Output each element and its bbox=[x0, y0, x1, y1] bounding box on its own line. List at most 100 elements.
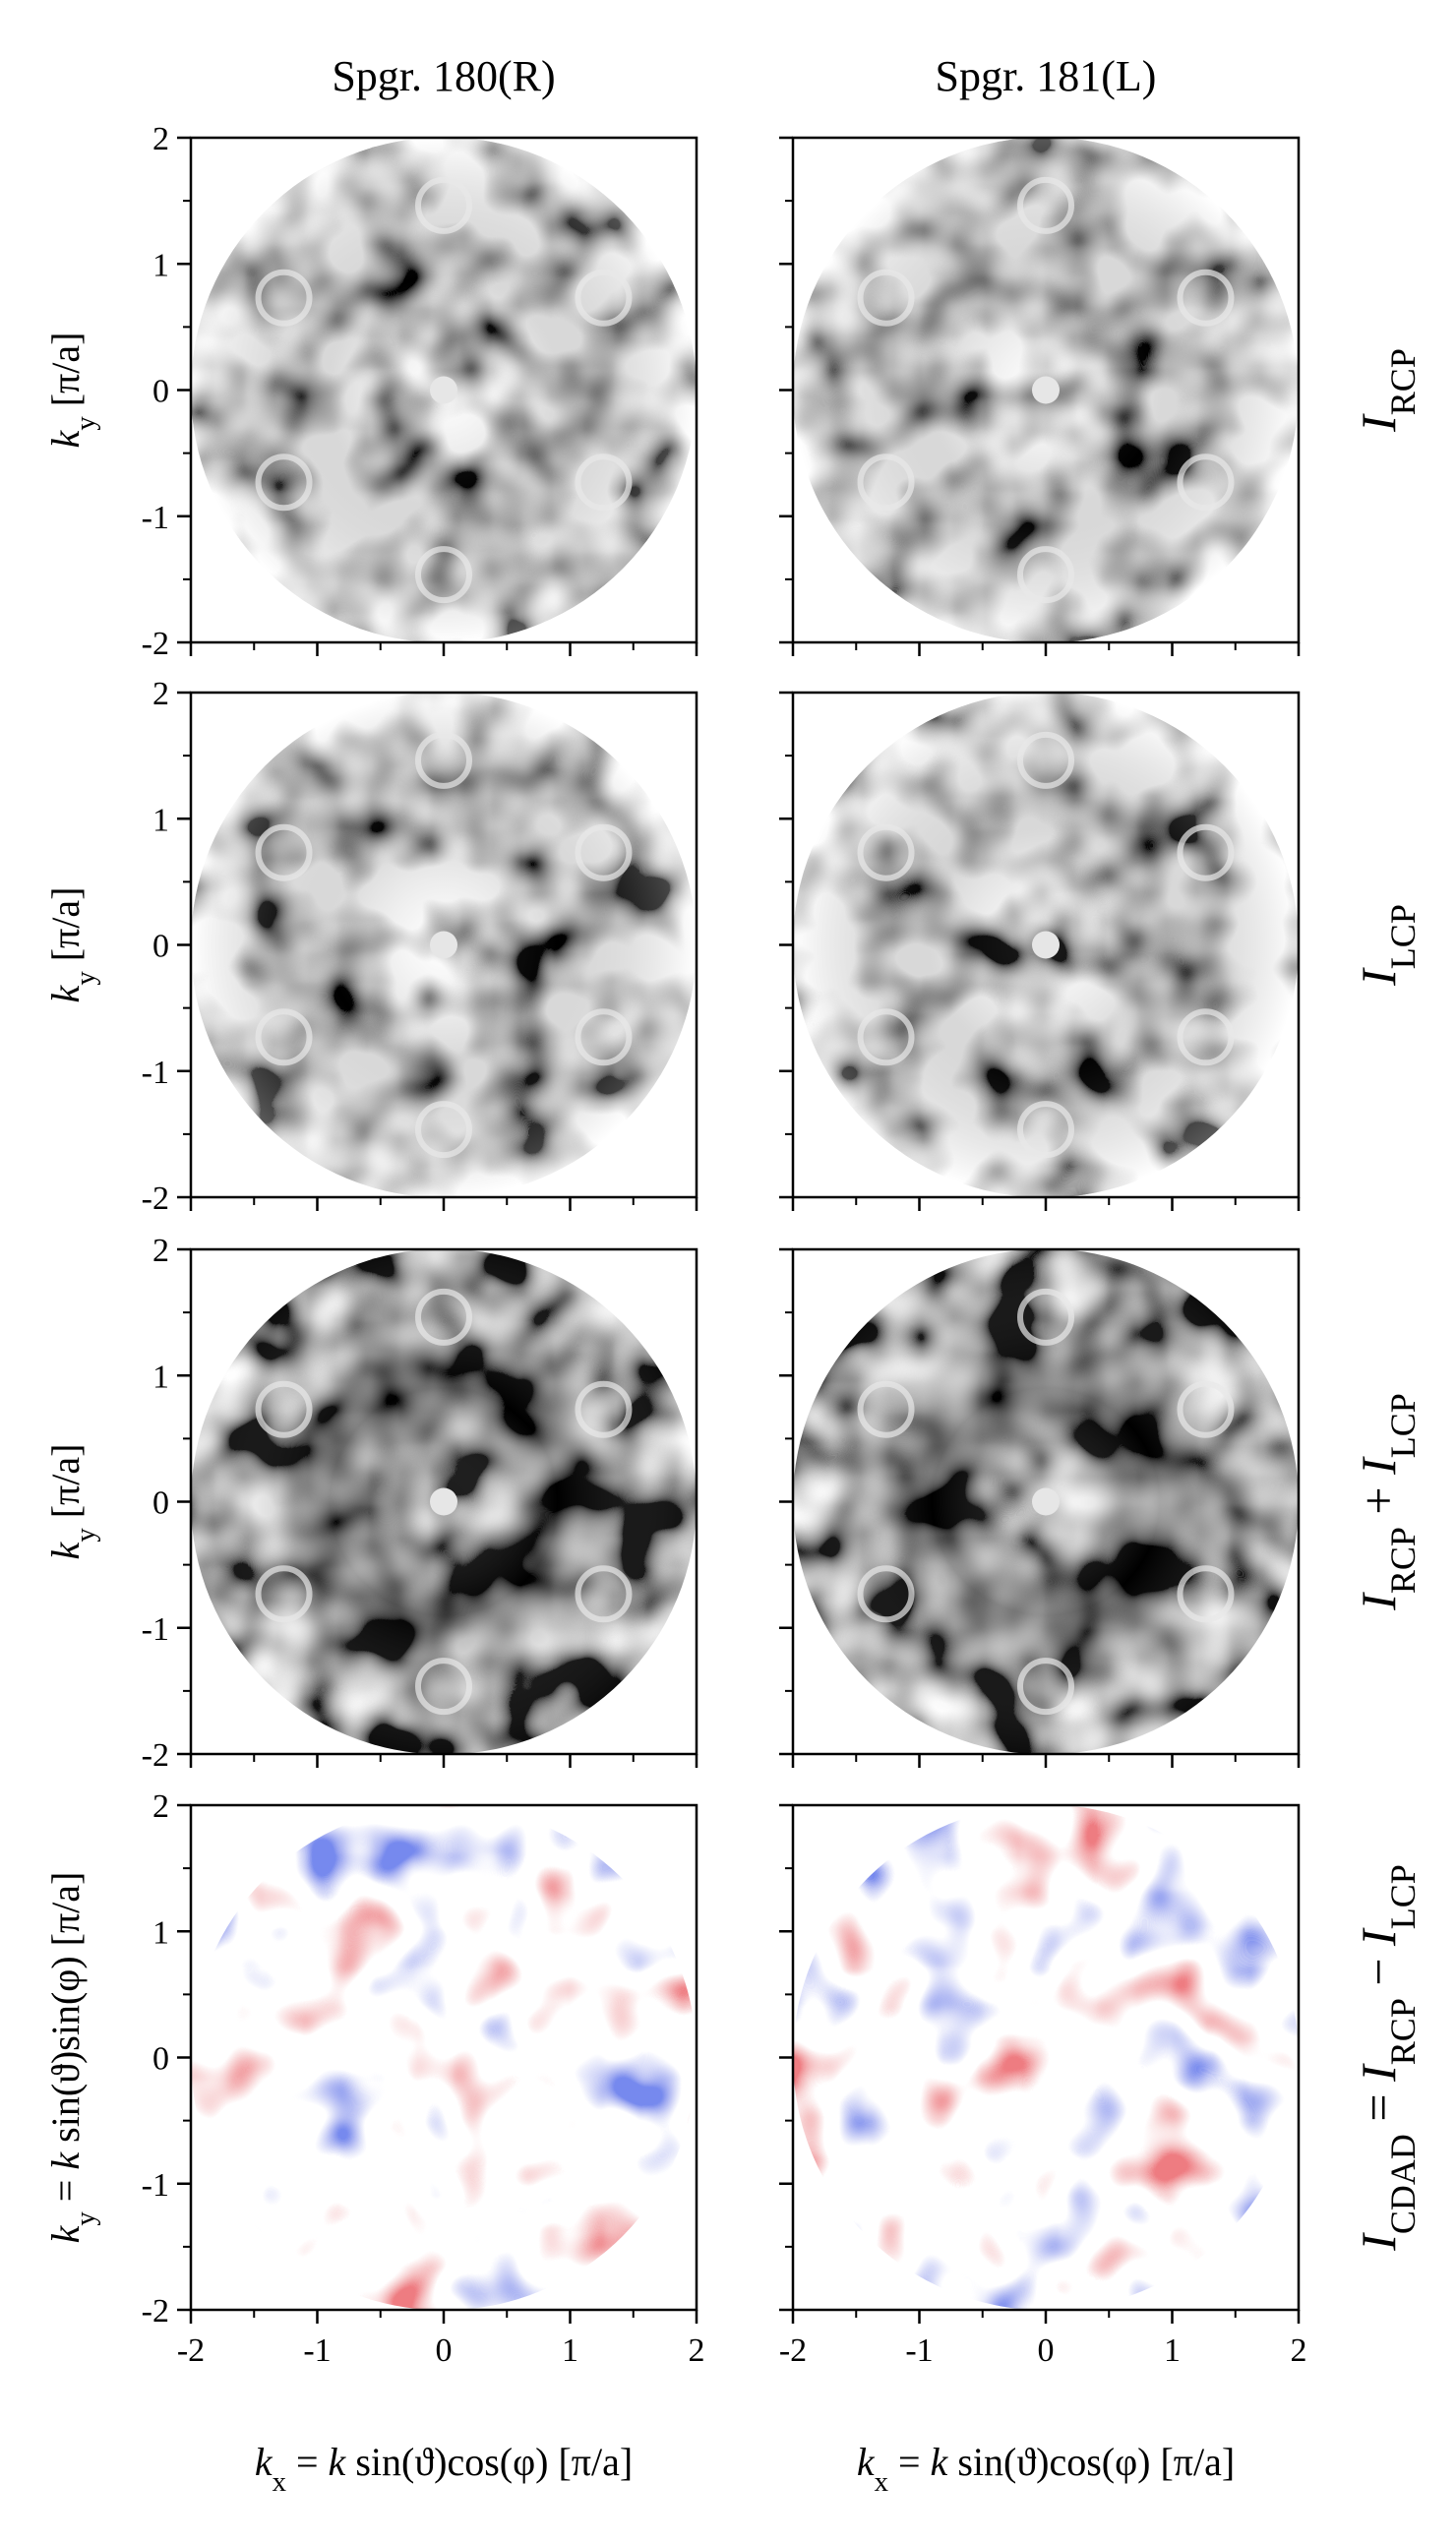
x-tick-label: 2 bbox=[689, 2332, 705, 2369]
ring-spot bbox=[255, 269, 313, 327]
x-tick-label: -2 bbox=[177, 2332, 205, 2369]
ring-spot bbox=[415, 1101, 472, 1159]
ring-spot bbox=[415, 1658, 472, 1716]
label-part: LCP bbox=[1383, 904, 1423, 969]
x-tick-label: 0 bbox=[436, 2332, 453, 2369]
label-part: RCP bbox=[1383, 1527, 1423, 1594]
row-label: IRCP bbox=[1351, 348, 1423, 433]
y-tick-label: 0 bbox=[152, 374, 169, 410]
heatmap-image bbox=[191, 692, 697, 1198]
y-tick-label: -2 bbox=[142, 626, 169, 662]
label-part: y bbox=[70, 1528, 101, 1543]
label-part: k bbox=[43, 2151, 88, 2170]
ring-spot bbox=[1017, 1101, 1074, 1159]
label-part: = bbox=[43, 2170, 88, 2212]
label-part: k bbox=[931, 2440, 949, 2484]
ring-spot bbox=[415, 176, 472, 234]
ring-spot bbox=[415, 731, 472, 789]
ring-spot bbox=[575, 1008, 633, 1066]
label-part: y bbox=[70, 971, 101, 986]
ring-spot bbox=[1017, 176, 1074, 234]
center-spot bbox=[1032, 1487, 1060, 1516]
ring-spot bbox=[1017, 1658, 1074, 1716]
label-part: I bbox=[1351, 2063, 1406, 2083]
y-tick-label: 1 bbox=[152, 1914, 169, 1951]
label-part: + bbox=[1351, 1475, 1406, 1527]
center-spot bbox=[1032, 931, 1060, 959]
y-axis-label: ky [π/a] bbox=[43, 887, 101, 1003]
label-part: k bbox=[43, 429, 88, 448]
ring-spot bbox=[1017, 546, 1074, 604]
label-part: = bbox=[1351, 2082, 1406, 2134]
center-spot bbox=[430, 931, 457, 959]
x-tick-label: 1 bbox=[1164, 2332, 1181, 2369]
y-tick-label: 0 bbox=[152, 1485, 169, 1522]
y-tick-label: 2 bbox=[152, 121, 169, 157]
y-axis-label: ky [π/a] bbox=[43, 1444, 101, 1560]
label-part: RCP bbox=[1383, 1998, 1423, 2065]
heatmap-image bbox=[191, 137, 697, 643]
panel bbox=[779, 136, 1301, 656]
ring-spot bbox=[575, 269, 633, 327]
ring-spot bbox=[1177, 454, 1235, 512]
label-part: I bbox=[1351, 1592, 1406, 1611]
ring-spot bbox=[255, 1380, 313, 1438]
heatmap-image bbox=[191, 1248, 697, 1755]
y-tick-label: -2 bbox=[142, 1180, 169, 1217]
label-part: k bbox=[857, 2440, 876, 2484]
center-spot bbox=[1032, 376, 1060, 404]
ring-spot bbox=[857, 823, 915, 881]
label-part: I bbox=[1351, 2232, 1406, 2252]
heatmap-image bbox=[793, 1805, 1299, 2310]
ring-spot bbox=[1177, 1565, 1235, 1623]
panel: -2 -1 0 1 2 bbox=[142, 1233, 698, 1774]
x-axis-label: kx = k sin(ϑ)cos(φ) [π/a] bbox=[857, 2440, 1235, 2498]
ring-spot bbox=[857, 1380, 915, 1438]
y-axis-label: ky [π/a] bbox=[43, 333, 101, 449]
x-tick-label: 1 bbox=[562, 2332, 578, 2369]
x-tick-label: -1 bbox=[905, 2332, 933, 2369]
y-tick-label: 2 bbox=[152, 1788, 169, 1825]
ring-spot bbox=[1177, 1380, 1235, 1438]
y-tick-label: -1 bbox=[142, 1611, 169, 1648]
label-part: [π/a] bbox=[43, 1444, 88, 1529]
label-part: CDAD bbox=[1383, 2134, 1423, 2234]
ring-spot bbox=[1177, 1008, 1235, 1066]
ring-spot bbox=[1177, 823, 1235, 881]
ring-spot bbox=[1017, 731, 1074, 789]
heatmap-image bbox=[793, 137, 1299, 643]
label-part: y bbox=[70, 416, 101, 431]
label-part: [π/a] bbox=[43, 887, 88, 972]
y-tick-label: -1 bbox=[142, 500, 169, 536]
y-tick-label: -2 bbox=[142, 1737, 169, 1774]
label-part: = bbox=[286, 2440, 329, 2484]
label-part: I bbox=[1351, 413, 1406, 433]
label-part: I bbox=[1351, 1456, 1406, 1476]
x-tick-label: 2 bbox=[1291, 2332, 1307, 2369]
y-tick-label: -1 bbox=[142, 2167, 169, 2204]
y-tick-label: 2 bbox=[152, 1233, 169, 1269]
row-label: IRCP + ILCP bbox=[1351, 1393, 1423, 1611]
panel: -2 -1 0 1 2 bbox=[142, 676, 698, 1217]
label-part: x bbox=[273, 2466, 287, 2498]
ring-spot bbox=[857, 1565, 915, 1623]
y-tick-label: -1 bbox=[142, 1055, 169, 1091]
label-part: I bbox=[1351, 1927, 1406, 1947]
ring-spot bbox=[575, 454, 633, 512]
heatmap-image bbox=[793, 692, 1299, 1198]
label-part: RCP bbox=[1383, 348, 1423, 415]
y-axis-label: ky = k sin(ϑ)sin(φ) [π/a] bbox=[43, 1872, 101, 2244]
panel bbox=[779, 691, 1301, 1211]
row-label: ILCP bbox=[1351, 904, 1423, 987]
label-part: sin(ϑ)sin(φ) [π/a] bbox=[43, 1872, 88, 2152]
heatmap-texture bbox=[793, 1805, 1299, 2310]
label-part: k bbox=[329, 2440, 347, 2484]
panel: -2 -1 0 1 2 bbox=[142, 121, 698, 662]
y-tick-label: -2 bbox=[142, 2293, 169, 2330]
ring-spot bbox=[255, 454, 313, 512]
label-part: k bbox=[255, 2440, 273, 2484]
label-part: = bbox=[888, 2440, 931, 2484]
label-part: [π/a] bbox=[43, 333, 88, 417]
label-part: LCP bbox=[1383, 1864, 1423, 1929]
